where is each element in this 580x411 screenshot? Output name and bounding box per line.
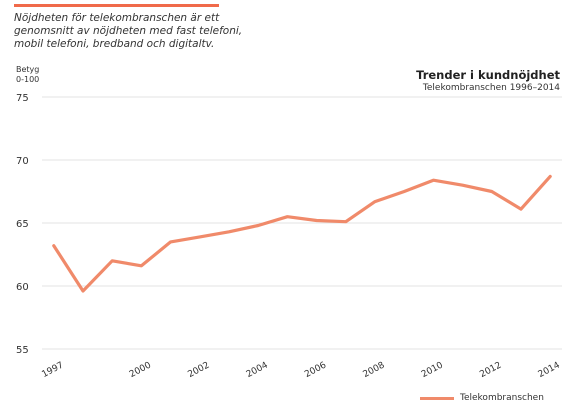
description-note: Nöjdheten för telekombranschen är ett ge… xyxy=(14,12,274,51)
accent-bar xyxy=(14,4,219,7)
x-tick-label: 2014 xyxy=(537,360,562,380)
x-tick-label: 2010 xyxy=(420,360,445,380)
legend-swatch xyxy=(420,396,454,400)
y-tick-label: 65 xyxy=(16,219,29,230)
x-tick-label: 2004 xyxy=(245,360,270,380)
chart-title: Trender i kundnöjdhet xyxy=(416,68,560,82)
note-line: Nöjdheten för telekombranschen är ett xyxy=(14,12,220,24)
y-axis-label-line: Betyg xyxy=(16,65,40,74)
y-axis-label-line: 0-100 xyxy=(16,75,40,84)
x-tick-label: 2006 xyxy=(303,360,328,380)
note-line: mobil telefoni, bredband och digitaltv. xyxy=(14,38,215,50)
y-tick-label: 60 xyxy=(16,282,29,293)
x-tick-label: 2002 xyxy=(186,360,211,380)
x-tick-label: 1997 xyxy=(40,360,65,380)
series-line xyxy=(52,174,552,293)
y-axis-label: Betyg 0-100 xyxy=(16,65,39,85)
x-tick-label: 2012 xyxy=(478,360,503,380)
legend-label: Telekombranschen xyxy=(460,393,544,403)
x-tick-label: 2008 xyxy=(362,360,387,380)
chart-subtitle: Telekombranschen 1996–2014 xyxy=(422,83,560,93)
y-tick-label: 70 xyxy=(16,156,29,167)
note-line: genomsnitt av nöjdheten med fast telefon… xyxy=(14,25,243,37)
x-tick-label: 2000 xyxy=(128,360,153,380)
legend: Telekombranschen xyxy=(420,391,544,405)
y-tick-label: 75 xyxy=(16,93,29,104)
y-tick-label: 55 xyxy=(16,345,29,356)
